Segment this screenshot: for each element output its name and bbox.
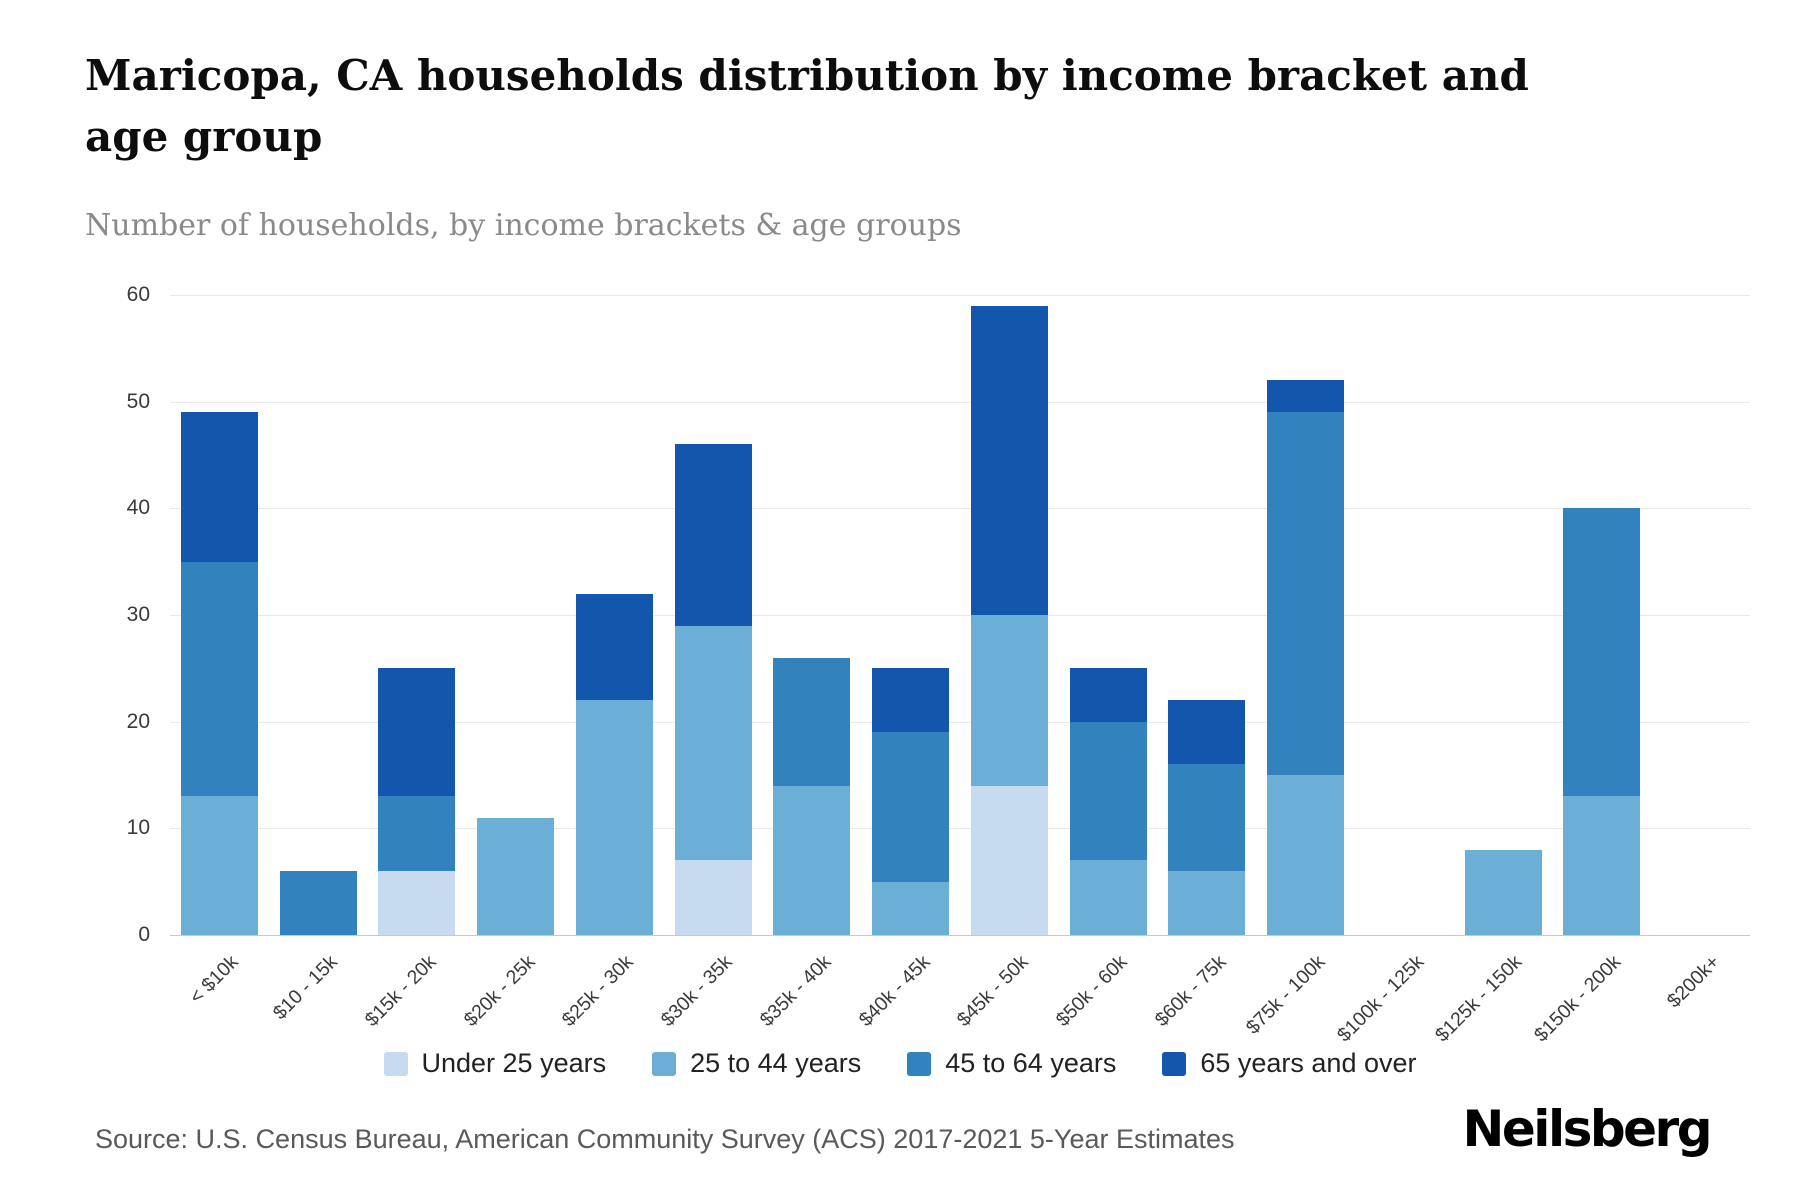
bar-segment — [1168, 764, 1246, 871]
source-text: Source: U.S. Census Bureau, American Com… — [95, 1124, 1235, 1154]
legend-item: 65 years and over — [1162, 1048, 1417, 1079]
bar-segment — [180, 412, 258, 562]
x-tick-label: $35k - 40k — [755, 951, 836, 1031]
gridline — [170, 615, 1750, 616]
bar-segment — [279, 871, 357, 935]
legend-label: 25 to 44 years — [690, 1048, 862, 1078]
bar-segment — [1563, 508, 1641, 797]
bar-segment — [970, 305, 1048, 615]
y-tick-label: 50 — [126, 389, 150, 413]
y-tick-label: 30 — [126, 603, 150, 626]
bar-segment — [1464, 849, 1542, 935]
x-tick-label: $100k - 125k — [1332, 951, 1428, 1047]
legend-item: Under 25 years — [383, 1048, 607, 1079]
bar-segment — [674, 860, 752, 935]
bar-segment — [477, 817, 555, 935]
bar-segment — [872, 732, 950, 882]
plot-area: 0 10 20 30 40 50 60 < $10k $10 - 15k $15k - 20k $2… — [127, 283, 1750, 1046]
gridline — [170, 935, 1750, 936]
gridline — [170, 401, 1750, 403]
x-tick-label: $15k - 20k — [360, 951, 441, 1031]
x-tick-label: $40k - 45k — [854, 951, 935, 1031]
legend-item: 25 to 44 years — [652, 1048, 861, 1079]
bar-segment — [1267, 380, 1345, 413]
bar-segment — [1267, 775, 1345, 935]
x-tick-label: $60k - 75k — [1150, 951, 1231, 1031]
legend-label: 65 years and over — [1200, 1048, 1417, 1078]
legend-label: Under 25 years — [421, 1048, 607, 1078]
x-tick-label: $30k - 35k — [656, 951, 737, 1031]
chart-title: Maricopa, CA households distribution by … — [85, 51, 1529, 161]
y-tick-label: 40 — [126, 496, 150, 520]
x-tick-label: $200k+ — [1662, 951, 1725, 1013]
x-tick-label: $10 - 15k — [268, 951, 342, 1025]
bar-segment — [1267, 412, 1345, 775]
bar-segment — [575, 700, 653, 935]
x-tick-label: $125k - 150k — [1431, 951, 1527, 1047]
bar-segment — [1069, 668, 1147, 722]
gridline — [170, 508, 1750, 510]
y-tick-label: 0 — [138, 923, 150, 946]
legend-swatch — [1162, 1051, 1187, 1076]
gridline — [170, 295, 1750, 296]
bar-segment — [872, 881, 950, 935]
brand-logo: Neilsberg — [1462, 1100, 1713, 1158]
bar-segment — [970, 615, 1048, 786]
legend: Under 25 years 25 to 44 years 45 to 64 yea… — [0, 1048, 1800, 1079]
x-tick-label: $75k - 100k — [1241, 951, 1330, 1039]
x-tick-label: $45k - 50k — [952, 951, 1033, 1031]
bar-segment — [970, 785, 1048, 935]
bar-segment — [1563, 796, 1641, 935]
legend-swatch — [652, 1051, 677, 1076]
bar-segment — [1069, 860, 1147, 935]
bar-segment — [1069, 721, 1147, 861]
bar-segment — [773, 657, 851, 786]
x-tick-label: < $10k — [185, 951, 243, 1009]
bar-segment — [674, 444, 752, 626]
bar-segment — [575, 593, 653, 701]
y-tick-label: 20 — [126, 709, 150, 733]
bar-segment — [674, 625, 752, 861]
bar-segment — [180, 796, 258, 935]
legend-label: 45 to 64 years — [945, 1048, 1117, 1078]
gridline — [170, 828, 1750, 830]
x-tick-label: $50k - 60k — [1051, 951, 1132, 1031]
bar-segment — [1168, 700, 1246, 765]
x-tick-label: $150k - 200k — [1530, 951, 1626, 1047]
legend-swatch — [383, 1051, 408, 1076]
y-tick-label: 10 — [126, 816, 150, 840]
bar-segment — [1168, 871, 1246, 935]
bar-segment — [180, 561, 258, 797]
chart-subtitle: Number of households, by income brackets… — [85, 208, 962, 243]
bar-segment — [872, 668, 950, 733]
x-tick-label: $20k - 25k — [459, 951, 540, 1031]
bar-segment — [773, 785, 851, 935]
y-tick-label: 60 — [126, 283, 150, 306]
x-tick-label: $25k - 30k — [557, 951, 638, 1031]
legend-item: 45 to 64 years — [907, 1048, 1116, 1079]
bar-segment — [378, 796, 456, 871]
legend-swatch — [907, 1051, 932, 1076]
gridline — [170, 721, 1750, 723]
bar-segment — [378, 668, 456, 797]
bar-segment — [378, 871, 456, 935]
